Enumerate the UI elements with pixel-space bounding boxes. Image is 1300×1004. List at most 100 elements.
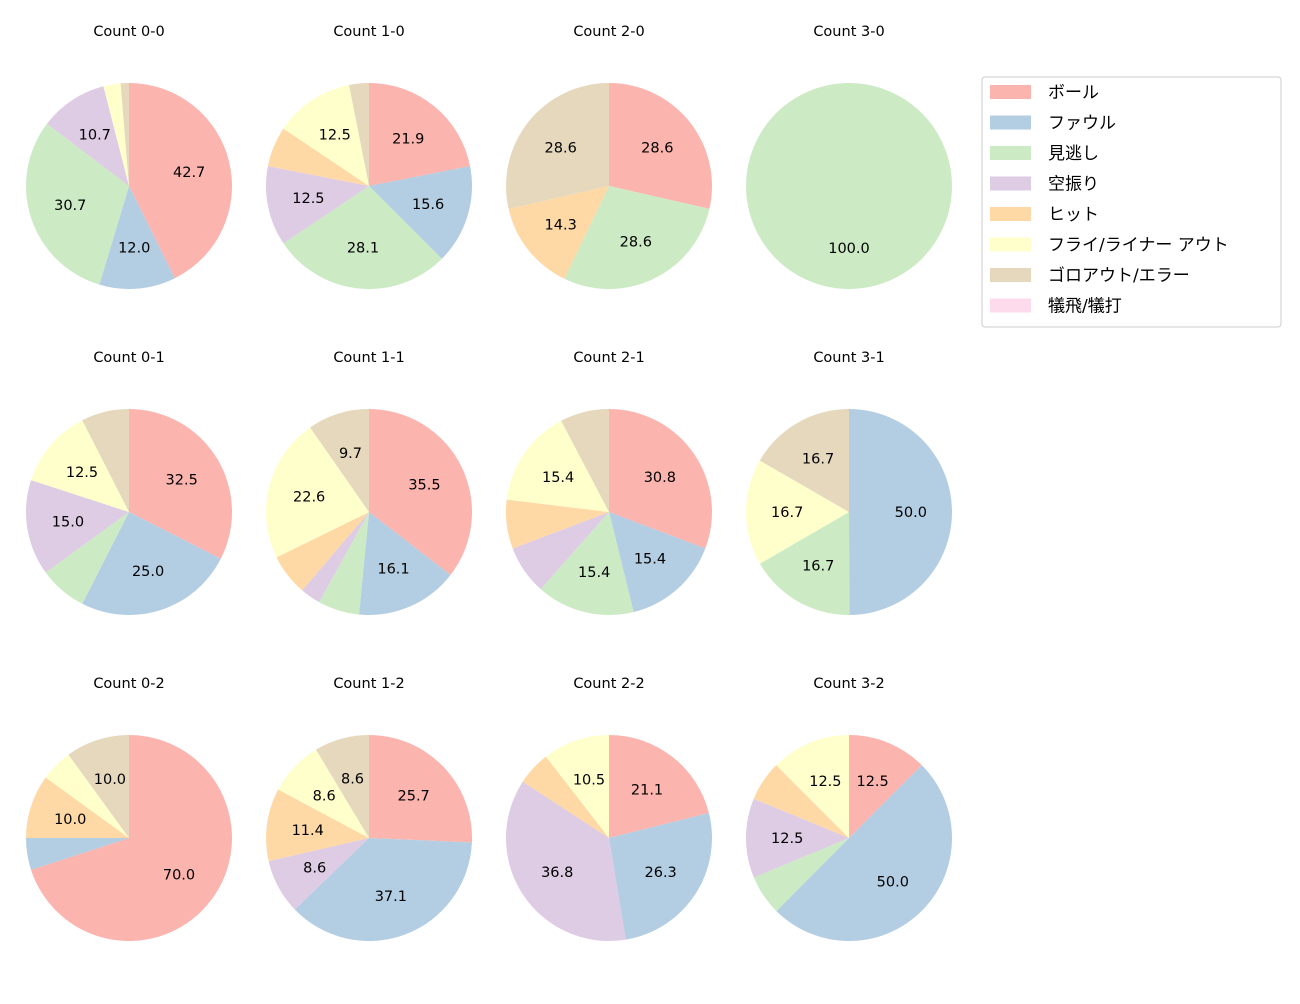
pie-slice-3 — [506, 781, 626, 941]
pie-slice-1 — [358, 512, 451, 615]
slice-label: 30.8 — [644, 470, 676, 486]
pie-slice-2 — [319, 512, 369, 615]
pie-slice-4 — [505, 499, 609, 549]
slice-label: 8.6 — [303, 860, 326, 876]
pie-slice-4 — [26, 777, 129, 838]
slice-label: 25.7 — [398, 788, 430, 804]
slice-label: 28.6 — [641, 140, 673, 156]
slice-label: 10.5 — [573, 773, 605, 789]
pie-slice-2 — [25, 123, 129, 285]
pie-slice-2 — [283, 186, 442, 289]
pie-slice-1 — [82, 512, 221, 615]
pie-slice-0 — [849, 735, 922, 838]
slice-label: 36.8 — [541, 865, 573, 881]
pie-slice-5 — [45, 754, 129, 838]
slice-label: 14.3 — [545, 218, 577, 234]
pie-slice-4 — [267, 128, 369, 186]
pie-slice-3 — [266, 166, 369, 244]
legend-swatch — [990, 298, 1031, 313]
slice-label: 26.3 — [645, 865, 677, 881]
pie-slice-6 — [759, 409, 849, 512]
slice-label: 21.9 — [392, 131, 424, 147]
pie-slice-2 — [746, 83, 952, 289]
pie-title: Count 1-1 — [333, 350, 404, 366]
slice-label: 9.7 — [339, 446, 362, 462]
pie-title: Count 1-0 — [333, 24, 404, 40]
pie-slice-6 — [68, 735, 129, 838]
pie-count-1-1: Count 1-1 35.5 16.1 22.6 9.7 — [265, 350, 472, 615]
legend-swatch — [990, 146, 1031, 160]
pie-slice-0 — [129, 83, 233, 279]
slice-label: 10.0 — [54, 812, 86, 828]
slice-label: 22.6 — [293, 490, 325, 506]
pie-count-2-2: Count 2-2 21.1 26.3 36.8 10.5 — [506, 676, 712, 941]
legend-label: ファウル — [1048, 114, 1116, 134]
pie-slice-1 — [369, 166, 473, 259]
pie-slice-5 — [545, 735, 609, 838]
legend-swatch — [990, 207, 1031, 221]
slice-label: 11.4 — [292, 823, 324, 839]
pie-slice-4 — [753, 765, 849, 838]
pie-slice-1 — [776, 765, 953, 942]
pie-slice-6 — [310, 409, 369, 512]
pie-slice-6 — [82, 409, 129, 512]
slice-label: 21.1 — [631, 782, 663, 798]
pie-slice-1 — [609, 813, 712, 940]
pie-slice-2 — [540, 512, 634, 615]
pie-slice-3 — [26, 480, 130, 573]
slice-label: 30.7 — [54, 198, 86, 214]
pie-slice-3 — [268, 838, 369, 910]
pie-title: Count 3-2 — [813, 676, 884, 692]
pie-slice-0 — [609, 83, 712, 209]
pie-slice-4 — [266, 789, 369, 862]
slice-label: 12.5 — [771, 831, 803, 847]
slice-label: 16.1 — [377, 562, 409, 578]
legend-label: 犠飛/犠打 — [1048, 297, 1122, 317]
pie-count-3-0: Count 3-0 100.0 — [746, 24, 952, 289]
slice-label: 28.6 — [620, 235, 652, 251]
pie-slice-1 — [849, 409, 953, 615]
pie-count-2-1: Count 2-1 30.8 15.4 15.4 15.4 — [505, 350, 713, 615]
slice-label: 15.4 — [578, 565, 610, 581]
slice-label: 16.7 — [771, 505, 803, 521]
pie-title: Count 0-1 — [93, 350, 164, 366]
pie-title: Count 2-0 — [573, 24, 644, 40]
legend-label: ゴロアウト/エラー — [1048, 265, 1190, 286]
slice-label: 15.4 — [542, 470, 574, 486]
slice-label: 28.6 — [545, 140, 577, 156]
slice-label: 50.0 — [895, 505, 927, 521]
pie-slice-6 — [505, 83, 609, 209]
legend-swatch — [990, 176, 1031, 191]
pie-slice-0 — [609, 735, 709, 838]
slice-label: 15.0 — [52, 515, 84, 531]
pie-slice-3 — [46, 86, 130, 186]
legend-swatch — [990, 237, 1031, 252]
slice-label: 42.7 — [173, 165, 205, 181]
slice-label: 8.6 — [341, 771, 364, 787]
pie-count-0-1: Count 0-1 32.5 25.0 15.0 12.5 — [26, 350, 233, 615]
pie-slice-2 — [45, 512, 129, 604]
slice-label: 12.5 — [809, 774, 841, 790]
pie-count-0-2: Count 0-2 70.0 10.0 10.0 — [26, 676, 232, 941]
pie-slice-6 — [561, 409, 609, 512]
legend-swatch — [990, 115, 1031, 130]
slice-label: 12.5 — [319, 128, 351, 144]
pie-slice-5 — [265, 427, 369, 558]
pie-slice-5 — [746, 460, 849, 564]
pie-title: Count 3-0 — [813, 24, 884, 40]
legend-label: ヒット — [1048, 205, 1099, 225]
pie-slice-5 — [103, 83, 129, 186]
pie-slice-4 — [508, 186, 609, 279]
pie-slice-4 — [522, 756, 609, 838]
pie-slice-5 — [31, 420, 129, 512]
pie-slice-0 — [369, 735, 472, 843]
legend-label: ボール — [1048, 83, 1099, 103]
slice-label: 12.0 — [118, 241, 150, 257]
pie-slice-2 — [753, 838, 849, 912]
slice-label: 28.1 — [347, 241, 379, 257]
slice-label: 12.5 — [66, 465, 98, 481]
slice-label: 32.5 — [166, 473, 198, 489]
